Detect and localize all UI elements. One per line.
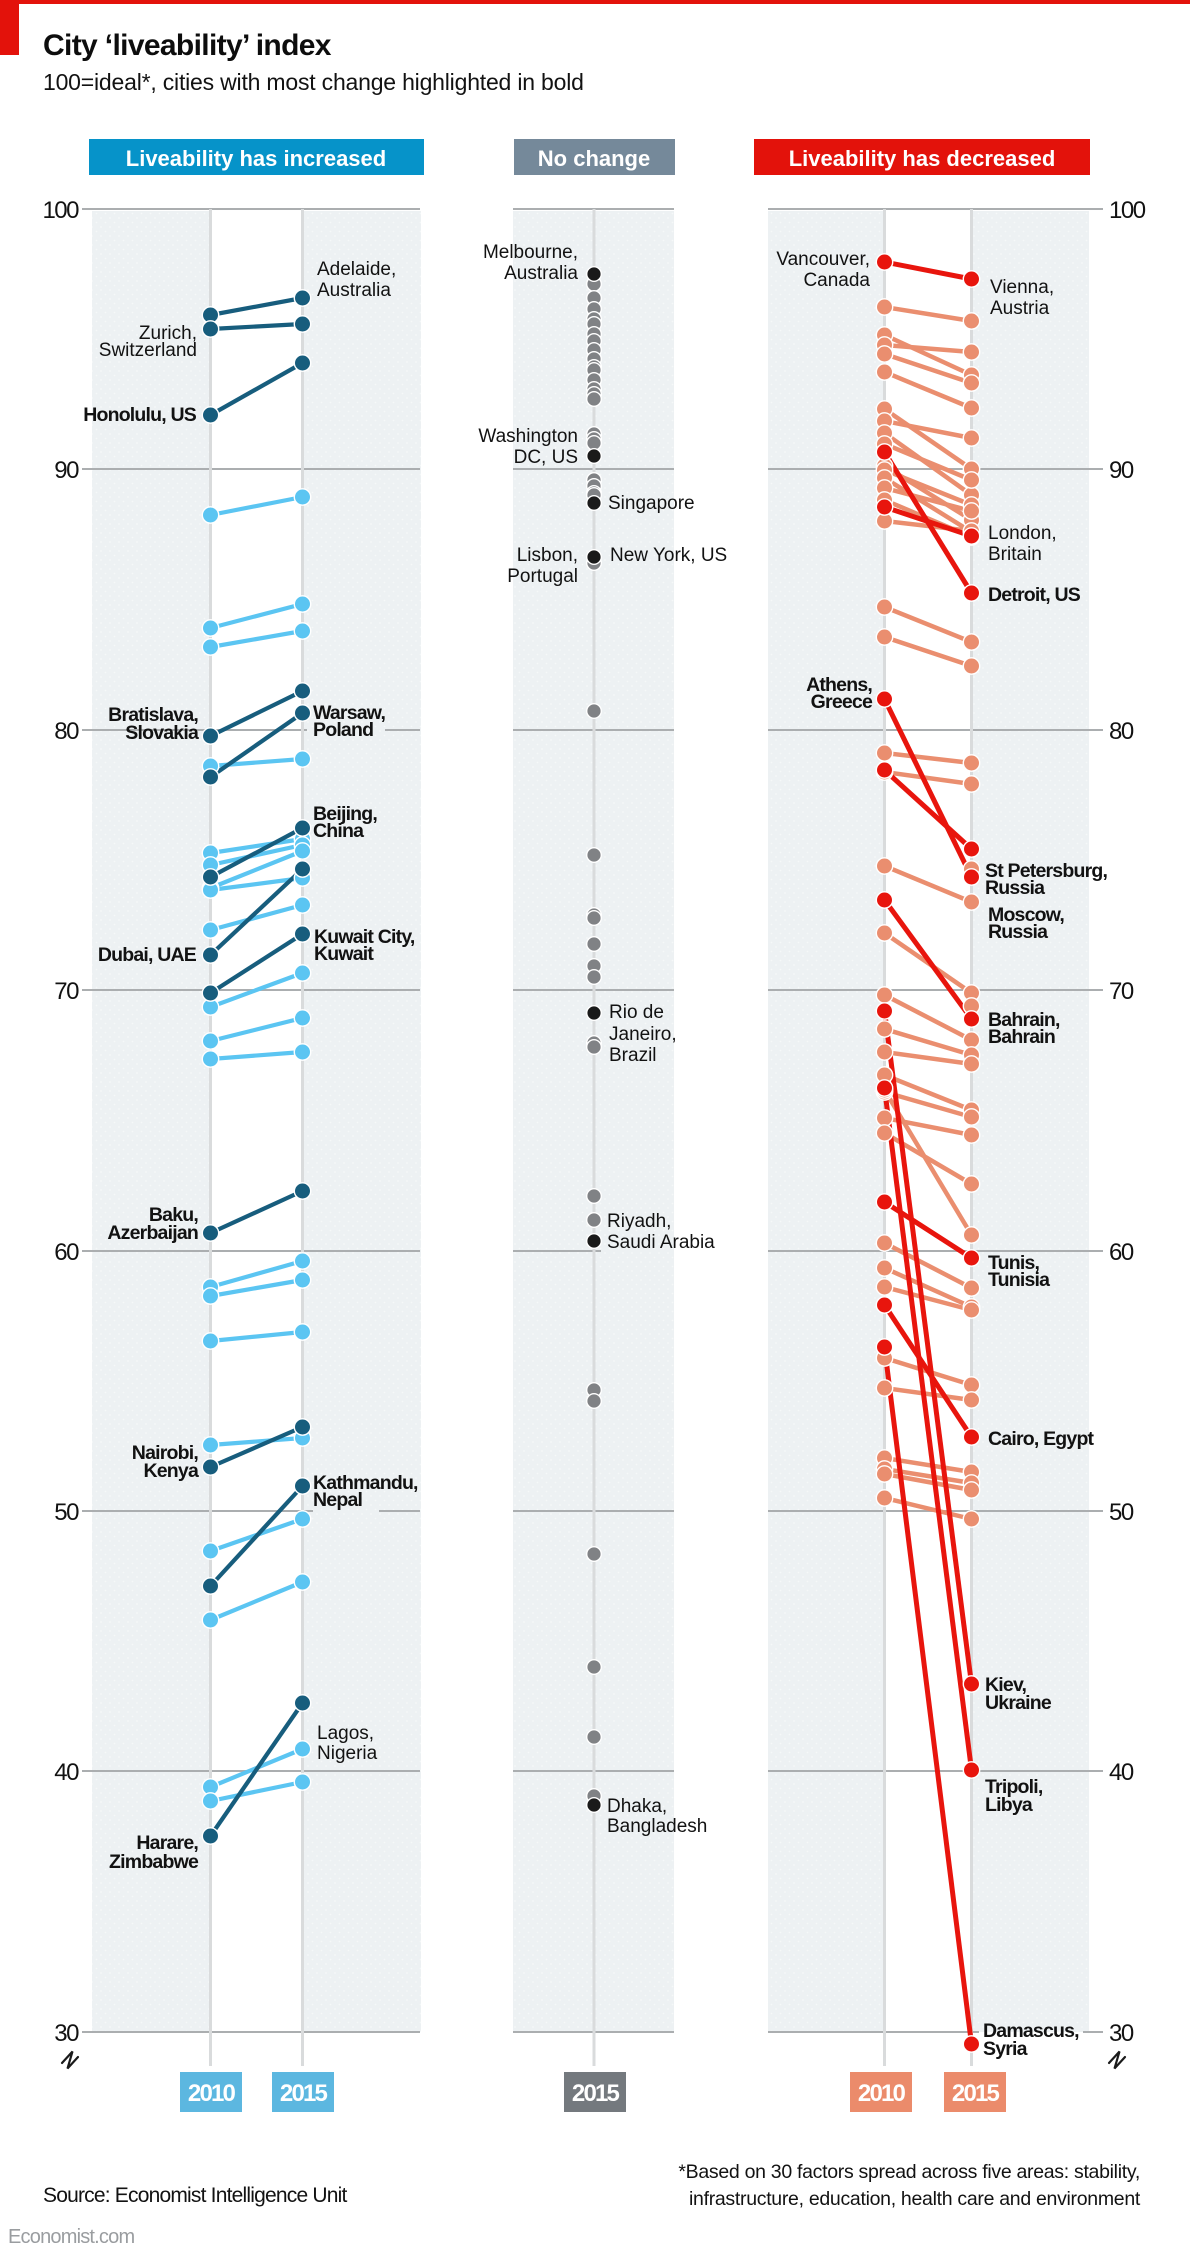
svg-text:100: 100 <box>42 197 79 224</box>
svg-text:China: China <box>313 820 364 842</box>
svg-text:Austria: Austria <box>990 298 1050 319</box>
svg-text:Libya: Libya <box>985 1794 1033 1816</box>
svg-text:London,: London, <box>988 523 1057 544</box>
svg-text:infrastructure, education, hea: infrastructure, education, health care a… <box>689 2188 1141 2210</box>
svg-text:70: 70 <box>1109 978 1134 1005</box>
svg-text:Kuwait: Kuwait <box>314 943 374 965</box>
svg-text:Athens,: Athens, <box>806 674 872 696</box>
svg-text:Cairo, Egypt: Cairo, Egypt <box>988 1428 1095 1450</box>
svg-text:Vancouver,: Vancouver, <box>776 249 870 270</box>
svg-text:*Based on 30 factors spread ac: *Based on 30 factors spread across five … <box>678 2161 1140 2183</box>
svg-text:80: 80 <box>54 718 79 745</box>
svg-text:Beijing,: Beijing, <box>313 803 377 825</box>
svg-text:Adelaide,: Adelaide, <box>317 259 396 280</box>
svg-text:90: 90 <box>54 457 79 484</box>
svg-text:Canada: Canada <box>803 270 870 291</box>
svg-text:New York, US: New York, US <box>610 545 727 566</box>
svg-text:Brazil: Brazil <box>609 1045 657 1066</box>
svg-text:30: 30 <box>1109 2020 1134 2047</box>
svg-text:Nigeria: Nigeria <box>317 1743 378 1764</box>
svg-text:Bratislava,: Bratislava, <box>108 704 198 726</box>
svg-text:Singapore: Singapore <box>608 493 695 514</box>
svg-text:Australia: Australia <box>317 280 391 301</box>
svg-text:Damascus,: Damascus, <box>983 2020 1079 2042</box>
svg-text:Portugal: Portugal <box>507 566 578 587</box>
svg-text:Honolulu, US: Honolulu, US <box>83 404 197 426</box>
svg-text:Source: Economist Intelligence: Source: Economist Intelligence Unit <box>43 2184 347 2207</box>
svg-text:Dhaka,: Dhaka, <box>607 1796 667 1817</box>
svg-text:Washington: Washington <box>478 426 578 447</box>
svg-text:Russia: Russia <box>988 921 1048 943</box>
svg-text:Liveability has increased: Liveability has increased <box>126 146 386 171</box>
svg-text:Dubai, UAE: Dubai, UAE <box>98 944 197 966</box>
svg-text:Moscow,: Moscow, <box>988 904 1064 926</box>
svg-text:No change: No change <box>538 146 650 171</box>
svg-text:Janeiro,: Janeiro, <box>609 1024 677 1045</box>
svg-text:Riyadh,: Riyadh, <box>607 1211 671 1232</box>
svg-text:Ukraine: Ukraine <box>985 1692 1052 1714</box>
svg-text:St Petersburg,: St Petersburg, <box>985 860 1107 882</box>
svg-text:Syria: Syria <box>983 2038 1028 2060</box>
svg-text:30: 30 <box>54 2020 79 2047</box>
svg-text:Tunisia: Tunisia <box>988 1269 1050 1291</box>
svg-text:50: 50 <box>1109 1499 1134 1526</box>
svg-text:Warsaw,: Warsaw, <box>313 702 385 724</box>
svg-text:Economist.com: Economist.com <box>8 2226 134 2248</box>
svg-text:Liveability has decreased: Liveability has decreased <box>789 146 1056 171</box>
svg-text:80: 80 <box>1109 718 1134 745</box>
svg-text:Bahrain,: Bahrain, <box>988 1009 1060 1031</box>
svg-text:Lagos,: Lagos, <box>317 1723 374 1744</box>
svg-text:Kiev,: Kiev, <box>985 1674 1027 1696</box>
svg-text:40: 40 <box>54 1759 79 1786</box>
svg-text:Zurich,: Zurich, <box>139 323 197 344</box>
svg-text:Slovakia: Slovakia <box>125 722 199 744</box>
svg-text:Britain: Britain <box>988 544 1042 565</box>
svg-text:2010: 2010 <box>188 2080 236 2107</box>
svg-text:Melbourne,: Melbourne, <box>483 242 578 263</box>
svg-text:90: 90 <box>1109 457 1134 484</box>
svg-text:Baku,: Baku, <box>149 1204 198 1226</box>
svg-text:Rio de: Rio de <box>609 1002 664 1023</box>
svg-text:Bangladesh: Bangladesh <box>607 1816 707 1837</box>
svg-text:Harare,: Harare, <box>136 1832 198 1854</box>
svg-text:2015: 2015 <box>952 2080 1000 2107</box>
svg-text:50: 50 <box>54 1499 79 1526</box>
svg-text:Azerbaijan: Azerbaijan <box>107 1222 198 1244</box>
svg-text:Tripoli,: Tripoli, <box>985 1776 1043 1798</box>
svg-text:Greece: Greece <box>811 691 873 713</box>
svg-text:2015: 2015 <box>572 2080 620 2107</box>
svg-text:60: 60 <box>1109 1239 1134 1266</box>
svg-text:Switzerland: Switzerland <box>99 340 197 361</box>
svg-text:Nepal: Nepal <box>313 1489 362 1511</box>
svg-text:Zimbabwe: Zimbabwe <box>109 1851 199 1873</box>
svg-text:Kathmandu,: Kathmandu, <box>313 1472 418 1494</box>
svg-text:Detroit, US: Detroit, US <box>988 584 1081 606</box>
svg-text:Nairobi,: Nairobi, <box>132 1442 199 1464</box>
svg-text:Kuwait City,: Kuwait City, <box>314 926 415 948</box>
svg-text:2015: 2015 <box>280 2080 328 2107</box>
svg-text:Australia: Australia <box>504 263 578 284</box>
svg-text:100: 100 <box>1109 197 1146 224</box>
svg-text:100=ideal*, cities with most c: 100=ideal*, cities with most change high… <box>43 69 584 95</box>
svg-text:40: 40 <box>1109 1759 1134 1786</box>
svg-text:Lisbon,: Lisbon, <box>517 545 578 566</box>
svg-text:70: 70 <box>54 978 79 1005</box>
svg-text:Vienna,: Vienna, <box>990 277 1054 298</box>
svg-text:Bahrain: Bahrain <box>988 1026 1055 1048</box>
svg-text:Poland: Poland <box>313 719 373 741</box>
svg-text:60: 60 <box>54 1239 79 1266</box>
svg-text:Russia: Russia <box>985 877 1045 899</box>
svg-text:2010: 2010 <box>858 2080 906 2107</box>
svg-text:DC, US: DC, US <box>514 447 578 468</box>
svg-text:Saudi Arabia: Saudi Arabia <box>607 1232 715 1253</box>
svg-text:Kenya: Kenya <box>143 1460 198 1482</box>
svg-text:City ‘liveability’ index: City ‘liveability’ index <box>43 29 332 62</box>
svg-text:Tunis,: Tunis, <box>988 1252 1040 1274</box>
